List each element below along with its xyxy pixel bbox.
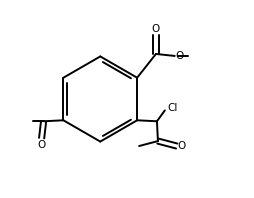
Text: Cl: Cl — [168, 103, 178, 113]
Text: O: O — [38, 140, 46, 150]
Text: O: O — [177, 141, 186, 151]
Text: O: O — [152, 24, 160, 34]
Text: O: O — [175, 51, 184, 61]
